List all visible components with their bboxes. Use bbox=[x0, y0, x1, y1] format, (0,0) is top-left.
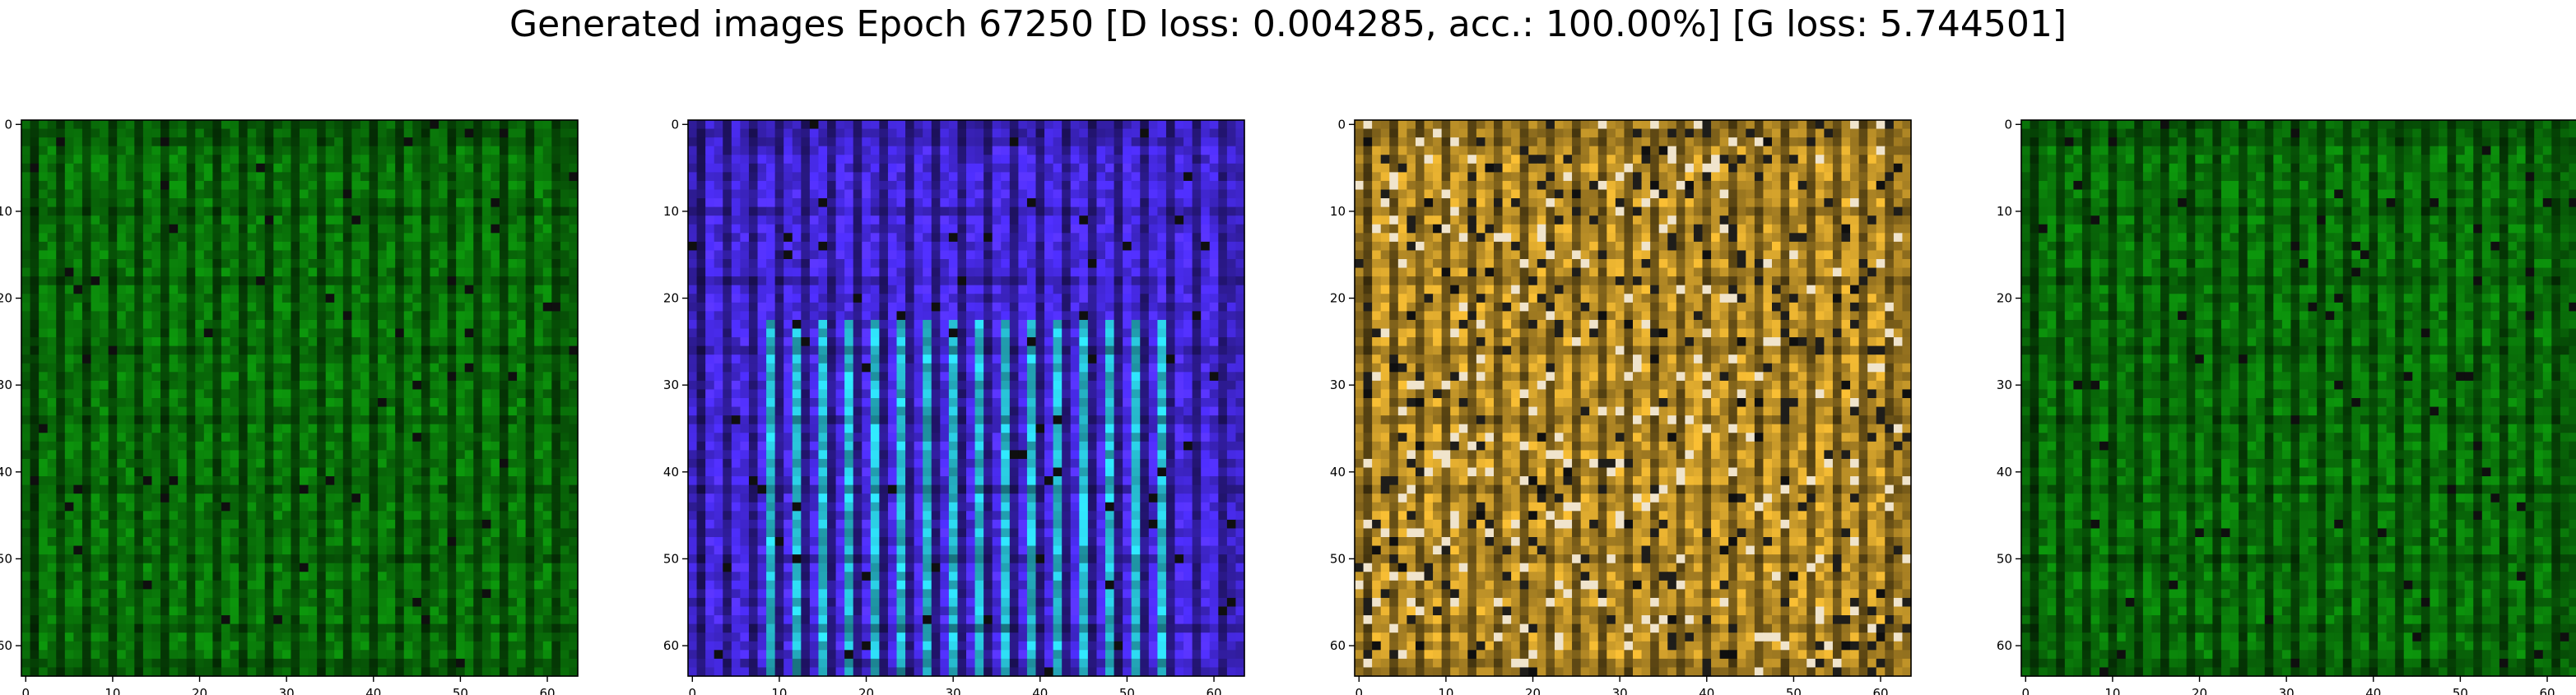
x-tick-label: 0 bbox=[1355, 686, 1364, 695]
y-tick-label: 60 bbox=[1997, 638, 2012, 653]
x-tick-label: 50 bbox=[1119, 686, 1135, 695]
x-tick-label: 20 bbox=[1525, 686, 1541, 695]
y-tick-label: 50 bbox=[1997, 551, 2012, 566]
subplot-4: 0 10 20 30 40 50 60 0 10 20 30 40 50 60 bbox=[1997, 117, 2576, 695]
x-tick-label: 50 bbox=[453, 686, 468, 695]
x-tick-label: 50 bbox=[2453, 686, 2468, 695]
y-tick-label: 10 bbox=[1997, 204, 2012, 219]
axes-frame bbox=[687, 119, 1245, 677]
axes-frame bbox=[1354, 119, 1912, 677]
y-tick-label: 0 bbox=[671, 117, 679, 132]
y-tick-label: 30 bbox=[1330, 378, 1346, 392]
y-tick-label: 30 bbox=[0, 378, 12, 392]
x-tick-label: 10 bbox=[1438, 686, 1453, 695]
y-tick-label: 50 bbox=[1330, 551, 1346, 566]
x-tick-label: 40 bbox=[365, 686, 381, 695]
subplot-2: 0 10 20 30 40 50 60 0 10 20 30 40 50 60 bbox=[663, 117, 1245, 695]
x-tick-label: 30 bbox=[1612, 686, 1628, 695]
y-tick-label: 20 bbox=[1997, 291, 2012, 306]
x-tick-label: 30 bbox=[279, 686, 295, 695]
y-tick-label: 20 bbox=[663, 291, 679, 306]
x-tick-label: 10 bbox=[2104, 686, 2120, 695]
y-tick-label: 50 bbox=[663, 551, 679, 566]
y-tick-label: 50 bbox=[0, 551, 12, 566]
x-tick-label: 30 bbox=[2279, 686, 2295, 695]
y-tick-label: 20 bbox=[1330, 291, 1346, 306]
x-tick-label: 20 bbox=[192, 686, 207, 695]
x-tick-label: 20 bbox=[858, 686, 874, 695]
y-tick-label: 30 bbox=[663, 378, 679, 392]
x-tick-label: 0 bbox=[22, 686, 30, 695]
y-tick-label: 60 bbox=[0, 638, 12, 653]
axes-frame bbox=[21, 119, 579, 677]
y-tick-label: 40 bbox=[1997, 465, 2012, 480]
x-tick-label: 0 bbox=[689, 686, 697, 695]
image-pixels bbox=[21, 120, 579, 677]
x-tick-label: 10 bbox=[771, 686, 787, 695]
image-pixels bbox=[1355, 120, 1912, 677]
y-tick-label: 0 bbox=[4, 117, 12, 132]
x-tick-label: 60 bbox=[2539, 686, 2555, 695]
x-tick-label: 50 bbox=[1786, 686, 1802, 695]
x-tick-label: 60 bbox=[1872, 686, 1888, 695]
figure-title: Generated images Epoch 67250 [D loss: 0.… bbox=[509, 3, 2067, 45]
y-tick-label: 10 bbox=[1330, 204, 1346, 219]
x-tick-label: 60 bbox=[539, 686, 555, 695]
y-tick-label: 10 bbox=[663, 204, 679, 219]
y-tick-label: 20 bbox=[0, 291, 12, 306]
y-tick-label: 40 bbox=[1330, 465, 1346, 480]
y-tick-label: 10 bbox=[0, 204, 12, 219]
y-tick-label: 40 bbox=[0, 465, 12, 480]
x-tick-label: 40 bbox=[1032, 686, 1048, 695]
x-tick-label: 40 bbox=[2365, 686, 2381, 695]
y-tick-label: 60 bbox=[663, 638, 679, 653]
x-tick-label: 30 bbox=[946, 686, 961, 695]
subplot-1: 0 10 20 30 40 50 60 0 10 20 30 40 50 60 bbox=[0, 117, 579, 695]
x-tick-label: 0 bbox=[2022, 686, 2030, 695]
x-tick-label: 10 bbox=[105, 686, 120, 695]
image-pixels bbox=[688, 120, 1245, 677]
y-tick-label: 40 bbox=[663, 465, 679, 480]
image-pixels bbox=[2021, 120, 2576, 677]
axes-frame bbox=[2020, 119, 2576, 677]
y-tick-label: 0 bbox=[2004, 117, 2012, 132]
x-tick-label: 40 bbox=[1699, 686, 1714, 695]
x-tick-label: 20 bbox=[2192, 686, 2207, 695]
x-tick-label: 60 bbox=[1206, 686, 1221, 695]
y-tick-label: 30 bbox=[1997, 378, 2012, 392]
y-tick-label: 0 bbox=[1337, 117, 1346, 132]
subplot-3: 0 10 20 30 40 50 60 0 10 20 30 40 50 60 bbox=[1330, 117, 1912, 695]
y-tick-label: 60 bbox=[1330, 638, 1346, 653]
